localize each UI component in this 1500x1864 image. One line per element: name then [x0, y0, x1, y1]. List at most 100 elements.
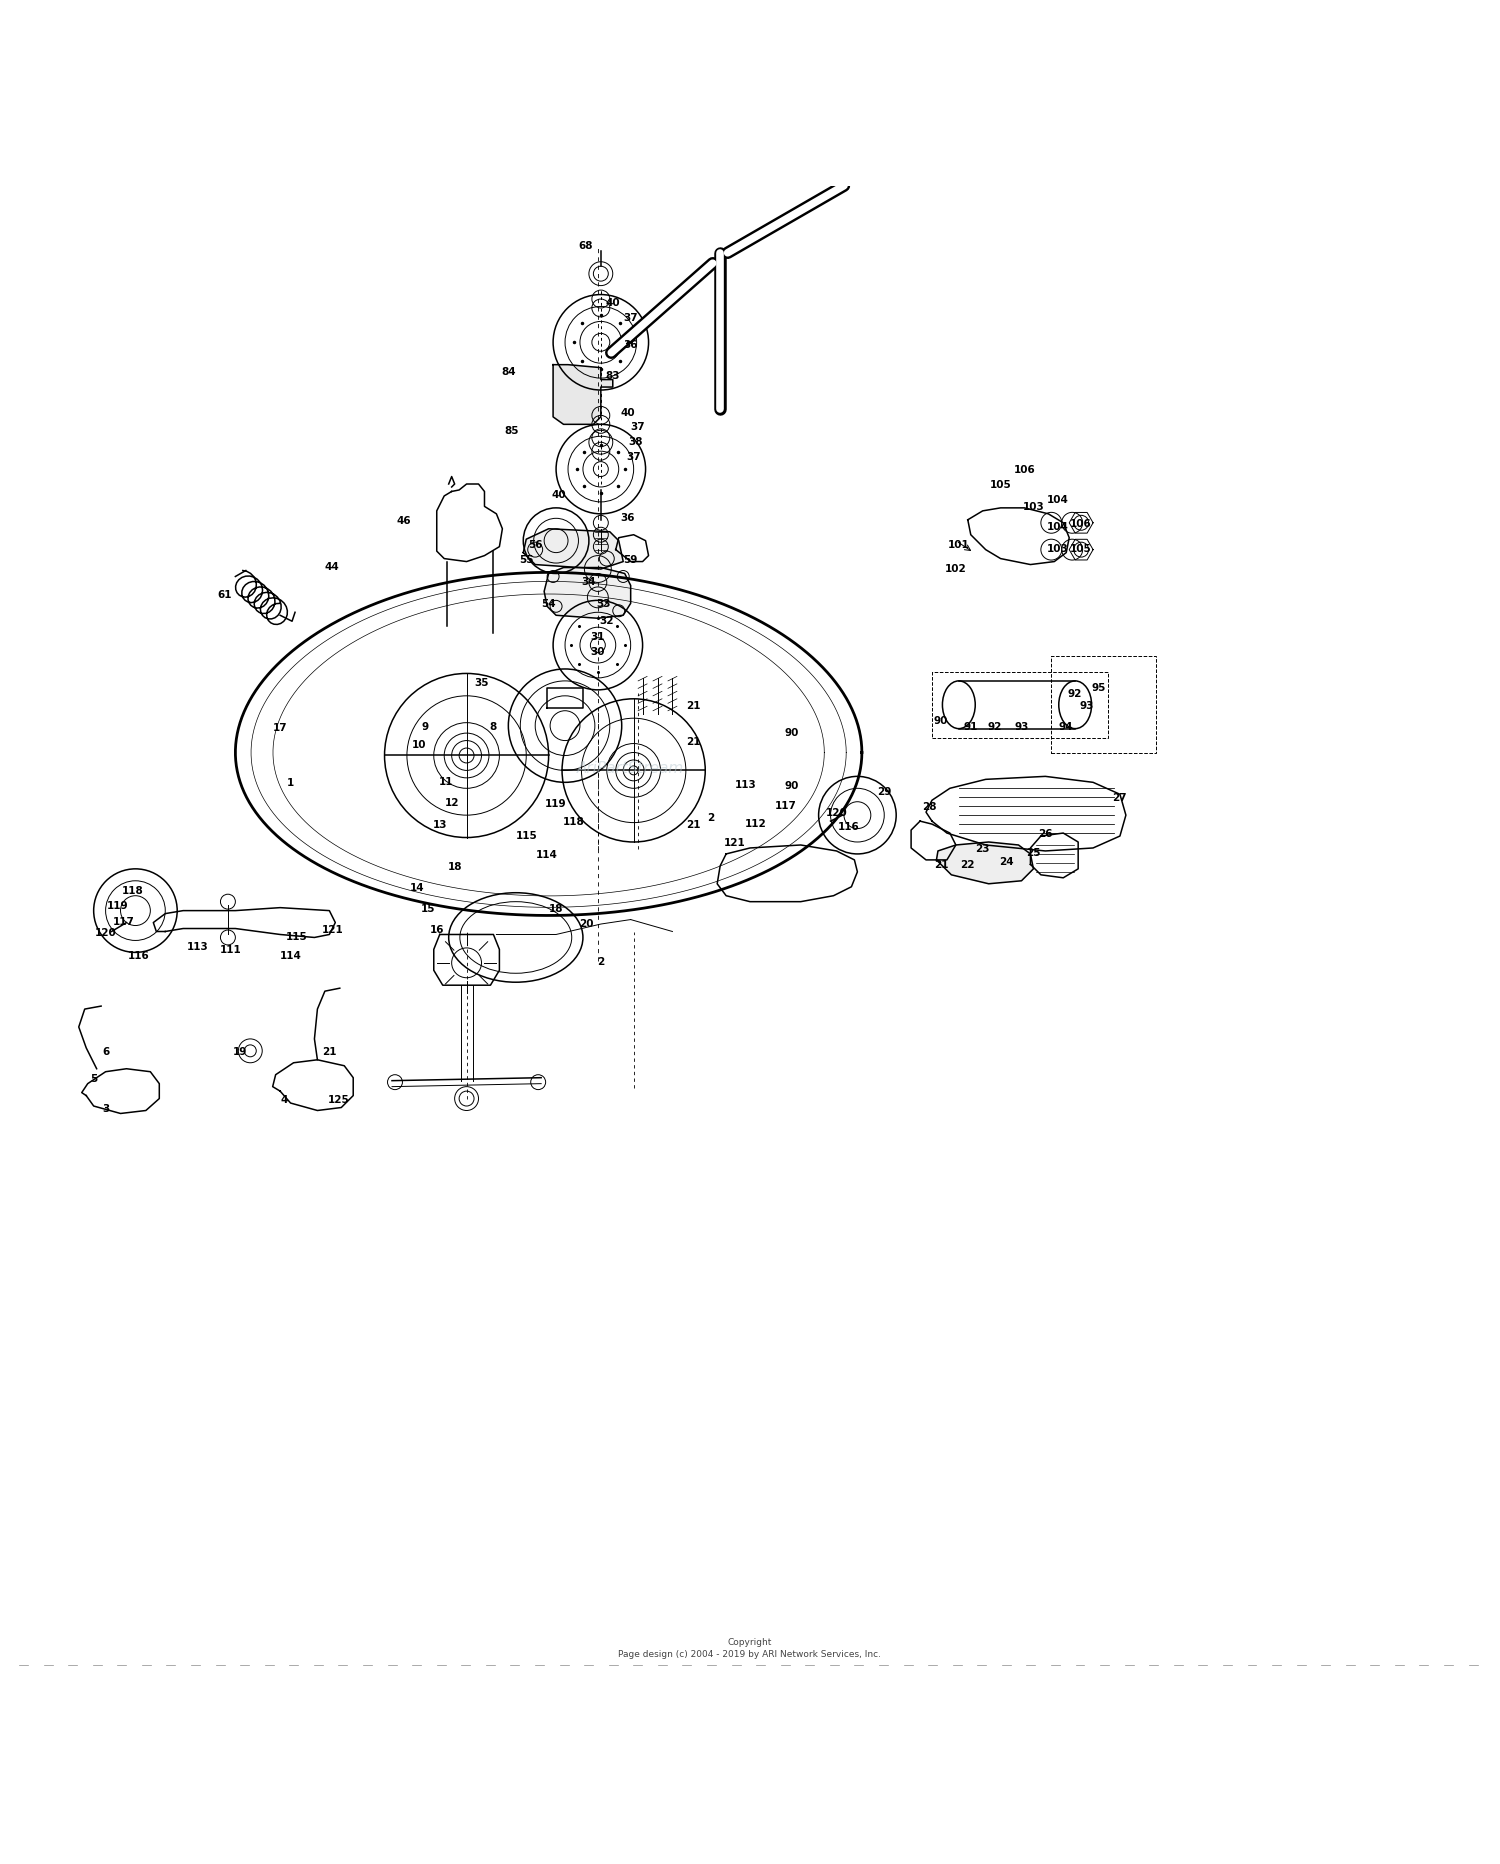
Text: 16: 16	[429, 925, 444, 934]
Text: 30: 30	[591, 647, 604, 656]
Text: 44: 44	[326, 561, 339, 572]
Text: 32: 32	[600, 615, 613, 626]
Text: 1: 1	[286, 777, 294, 788]
Text: 40: 40	[606, 298, 619, 308]
Text: 17: 17	[273, 723, 288, 733]
Text: 2: 2	[708, 813, 716, 822]
Text: 104: 104	[1047, 494, 1068, 505]
Text: 14: 14	[410, 882, 424, 893]
Text: 6: 6	[102, 1046, 110, 1057]
Text: 92: 92	[987, 721, 1002, 731]
Polygon shape	[936, 843, 1034, 884]
Text: 54: 54	[542, 598, 556, 610]
Text: 29: 29	[878, 787, 891, 796]
Text: 114: 114	[536, 850, 558, 859]
Text: 9: 9	[422, 721, 429, 731]
Text: 93: 93	[1014, 721, 1029, 731]
Text: 106: 106	[1071, 518, 1092, 529]
Text: 115: 115	[285, 932, 308, 941]
Text: 46: 46	[396, 516, 411, 526]
Text: 120: 120	[94, 926, 117, 938]
Text: 90: 90	[784, 781, 800, 790]
Text: 85: 85	[504, 427, 519, 436]
Text: 23: 23	[975, 844, 990, 854]
Text: 59: 59	[624, 554, 638, 565]
Text: 56: 56	[528, 539, 543, 550]
Text: 104: 104	[1047, 522, 1068, 531]
Text: 125: 125	[327, 1094, 350, 1103]
Text: 40: 40	[621, 408, 634, 418]
Text: 19: 19	[232, 1046, 248, 1057]
Text: 18: 18	[549, 904, 564, 913]
Text: 21: 21	[686, 820, 700, 829]
Text: 28: 28	[921, 802, 936, 811]
Text: 118: 118	[562, 816, 585, 826]
Text: 119: 119	[546, 800, 567, 809]
Text: 95: 95	[1092, 682, 1106, 693]
Text: 117: 117	[112, 917, 135, 926]
Text: 117: 117	[776, 800, 796, 811]
Text: 116: 116	[128, 951, 150, 960]
Text: 61: 61	[217, 591, 232, 600]
Text: 20: 20	[579, 919, 592, 928]
Text: 3: 3	[102, 1103, 110, 1113]
Text: 10: 10	[411, 740, 426, 749]
Text: 83: 83	[606, 371, 619, 380]
Text: 112: 112	[746, 818, 766, 828]
Text: 21: 21	[686, 701, 700, 710]
Text: 13: 13	[432, 820, 447, 829]
Text: 119: 119	[106, 900, 129, 910]
Text: Page design (c) 2004 - 2019 by ARI Network Services, Inc.: Page design (c) 2004 - 2019 by ARI Netwo…	[618, 1650, 882, 1659]
Text: 21: 21	[686, 736, 700, 746]
Text: 31: 31	[591, 632, 604, 641]
Text: 24: 24	[999, 857, 1014, 867]
Text: 120: 120	[825, 807, 848, 818]
Text: 25: 25	[1026, 848, 1041, 857]
Text: 105: 105	[1071, 544, 1092, 554]
Text: Copyright: Copyright	[728, 1637, 772, 1646]
Text: 12: 12	[444, 798, 459, 807]
Text: AriPartStream: AriPartStream	[578, 761, 684, 775]
Text: 68: 68	[579, 240, 592, 252]
Text: 101: 101	[948, 539, 969, 550]
Text: 114: 114	[279, 951, 302, 960]
Text: 33: 33	[597, 598, 610, 610]
Text: 22: 22	[960, 859, 975, 870]
Text: 27: 27	[1113, 792, 1126, 803]
Text: 40: 40	[552, 490, 567, 500]
Text: 105: 105	[990, 479, 1011, 490]
Text: 93: 93	[1080, 701, 1095, 710]
Text: 15: 15	[420, 904, 435, 913]
Text: 118: 118	[122, 885, 144, 895]
Text: 102: 102	[945, 563, 966, 574]
Text: 37: 37	[627, 451, 640, 462]
Text: 90: 90	[784, 727, 800, 738]
Text: 37: 37	[624, 313, 638, 322]
Text: 34: 34	[582, 576, 596, 587]
Text: 8: 8	[490, 721, 496, 731]
Text: 2: 2	[597, 956, 604, 967]
Text: 115: 115	[516, 829, 537, 841]
Text: 21: 21	[933, 859, 948, 870]
Text: 21: 21	[322, 1046, 336, 1057]
Text: 35: 35	[474, 678, 489, 688]
Text: 90: 90	[933, 716, 948, 725]
Text: 111: 111	[220, 945, 242, 954]
Text: 91: 91	[963, 721, 978, 731]
Polygon shape	[544, 569, 630, 619]
Text: 121: 121	[724, 837, 746, 848]
Polygon shape	[554, 365, 614, 425]
Text: 4: 4	[280, 1094, 288, 1103]
Text: 11: 11	[438, 777, 453, 787]
Text: 26: 26	[1038, 829, 1053, 839]
Text: 103: 103	[1023, 501, 1044, 513]
Text: 113: 113	[735, 779, 756, 788]
Text: 103: 103	[1047, 544, 1068, 554]
Text: 121: 121	[321, 925, 344, 934]
Text: 37: 37	[632, 421, 645, 432]
Text: 18: 18	[447, 861, 462, 870]
Text: 5: 5	[90, 1074, 98, 1083]
Text: 36: 36	[624, 339, 638, 350]
Text: 38: 38	[628, 436, 642, 447]
Text: 36: 36	[621, 513, 634, 522]
